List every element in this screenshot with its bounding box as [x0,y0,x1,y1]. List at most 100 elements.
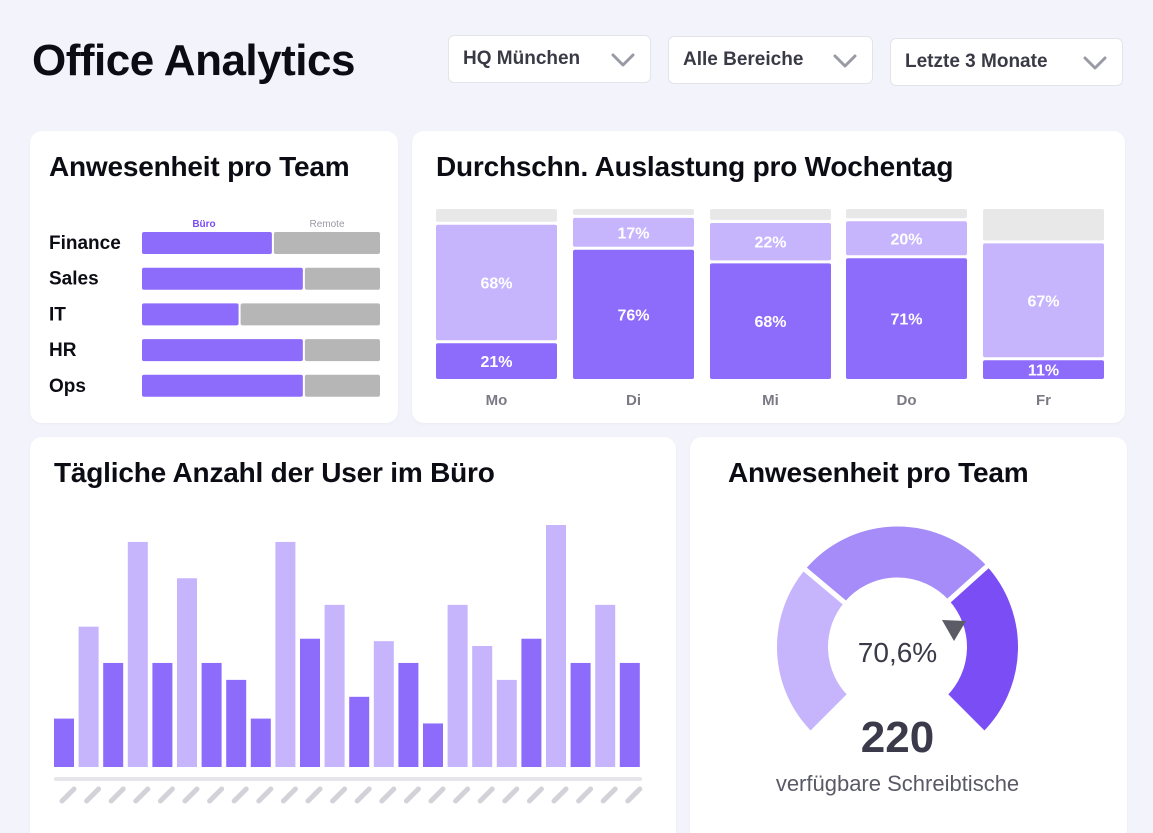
weekday-empty-segment [710,209,831,220]
daily-users-title: Tägliche Anzahl der User im Büro [54,457,495,488]
team-label: Ops [49,376,86,397]
weekday-light-value: 68% [480,276,512,293]
team-label: Finance [49,233,121,254]
desk-count: 220 [860,713,935,762]
gauge-chart [772,521,1023,737]
team-office-bar [142,267,303,290]
weekday-light-value: 22% [754,235,786,252]
weekday-empty-segment [573,209,694,215]
daily-bar [595,604,616,767]
weekday-utilization-title: Durchschn. Auslastung pro Wochentag [436,151,954,182]
daily-bar [177,578,197,767]
weekday-dark-value: 71% [890,312,922,329]
weekday-empty-segment [846,209,967,219]
weekday-light-segment [573,217,694,247]
chevron-down-icon [833,54,857,68]
daily-tick-placeholder [84,786,102,804]
daily-bar [546,525,566,767]
weekday-tick-label: Mi [762,392,779,409]
weekday-tick-label: Mo [486,392,508,409]
location-filter-label: HQ München [463,48,581,69]
daily-bar [398,662,419,767]
weekday-dark-segment [846,258,967,379]
app-title: Office Analytics [32,36,355,85]
gauge-card: Anwesenheit pro Team 70,6% 220 verfügbar… [690,437,1127,833]
team-label: IT [49,304,66,325]
daily-bar [349,696,370,767]
daily-bar [619,662,640,767]
gauge-segment-high [942,562,1023,737]
location-filter[interactable]: HQ München [448,35,651,83]
area-filter-label: Alle Bereiche [683,49,804,70]
daily-users-chart [54,525,643,804]
daily-tick-placeholder [428,786,446,804]
weekday-dark-value: 21% [480,354,512,371]
team-office-bar [142,232,272,254]
team-remote-bar [304,267,380,290]
weekday-light-value: 17% [617,225,649,242]
team-label: Sales [49,269,99,290]
daily-tick-placeholder [108,786,126,804]
gauge-value: 70,6% [857,637,938,668]
daily-bar [275,541,296,767]
weekday-dark-segment [436,343,557,379]
daily-tick-placeholder [379,786,397,804]
daily-tick-placeholder [403,786,421,804]
weekday-utilization-card: Durchschn. Auslastung pro Wochentag 68% 2… [412,131,1125,423]
weekday-light-segment [436,224,557,341]
daily-bar [103,662,124,767]
team-remote-bar [273,232,380,254]
daily-bar [373,641,394,767]
weekday-dark-value: 76% [617,307,649,324]
gauge-segment-low [772,565,853,737]
team-label: HR [49,340,77,361]
daily-bar [300,638,320,767]
weekday-dark-segment [710,263,831,379]
daily-tick-placeholder [231,786,249,804]
team-office-bar [142,374,303,397]
daily-tick-placeholder [59,786,77,804]
daily-tick-placeholder [157,786,175,804]
daily-tick-placeholder [600,786,618,804]
gauge-title: Anwesenheit pro Team [728,457,1029,488]
weekday-dark-value: 11% [1028,363,1059,380]
team-remote-bar [240,303,380,326]
team-attendance-title: Anwesenheit pro Team [49,151,350,182]
daily-bar [324,604,345,767]
daily-tick-placeholder [526,786,544,804]
daily-bar [152,662,173,767]
daily-tick-placeholder [207,786,225,804]
team-attendance-card: Anwesenheit pro Team Büro Remote Finance Sa… [30,131,398,423]
weekday-dark-value: 68% [754,314,786,331]
daily-bar [201,662,222,767]
weekday-empty-segment [436,209,557,222]
daily-bar [250,718,271,767]
weekday-light-segment [710,223,831,261]
daily-tick-placeholder [256,786,274,804]
gauge-pointer-icon [942,620,966,641]
team-attendance-chart: Büro Remote Finance Sales IT HR Ops [49,219,380,397]
daily-bar [127,541,148,767]
daily-bar [447,604,468,767]
team-remote-bar [304,374,380,397]
weekday-dark-segment [573,249,694,379]
chevron-down-icon [611,53,635,67]
period-filter-label: Letzte 3 Monate [905,51,1048,72]
weekday-light-value: 67% [1027,293,1059,310]
legend-office-label: Büro [192,219,215,230]
daily-tick-placeholder [625,786,643,804]
daily-tick-placeholder [502,786,520,804]
daily-tick-placeholder [330,786,348,804]
daily-tick-placeholder [280,786,298,804]
daily-tick-placeholder [453,786,471,804]
desk-count-label: verfügbare Schreibtische [775,771,1020,796]
team-office-bar [142,303,239,326]
area-filter[interactable]: Alle Bereiche [668,36,873,84]
daily-bar [226,679,247,767]
weekday-tick-label: Di [626,392,641,409]
daily-users-card: Tägliche Anzahl der User im Büro [30,437,676,833]
daily-tick-placeholder [551,786,569,804]
weekday-light-value: 20% [890,231,922,248]
period-filter[interactable]: Letzte 3 Monate [890,38,1123,86]
gauge-segment-mid [800,521,992,607]
